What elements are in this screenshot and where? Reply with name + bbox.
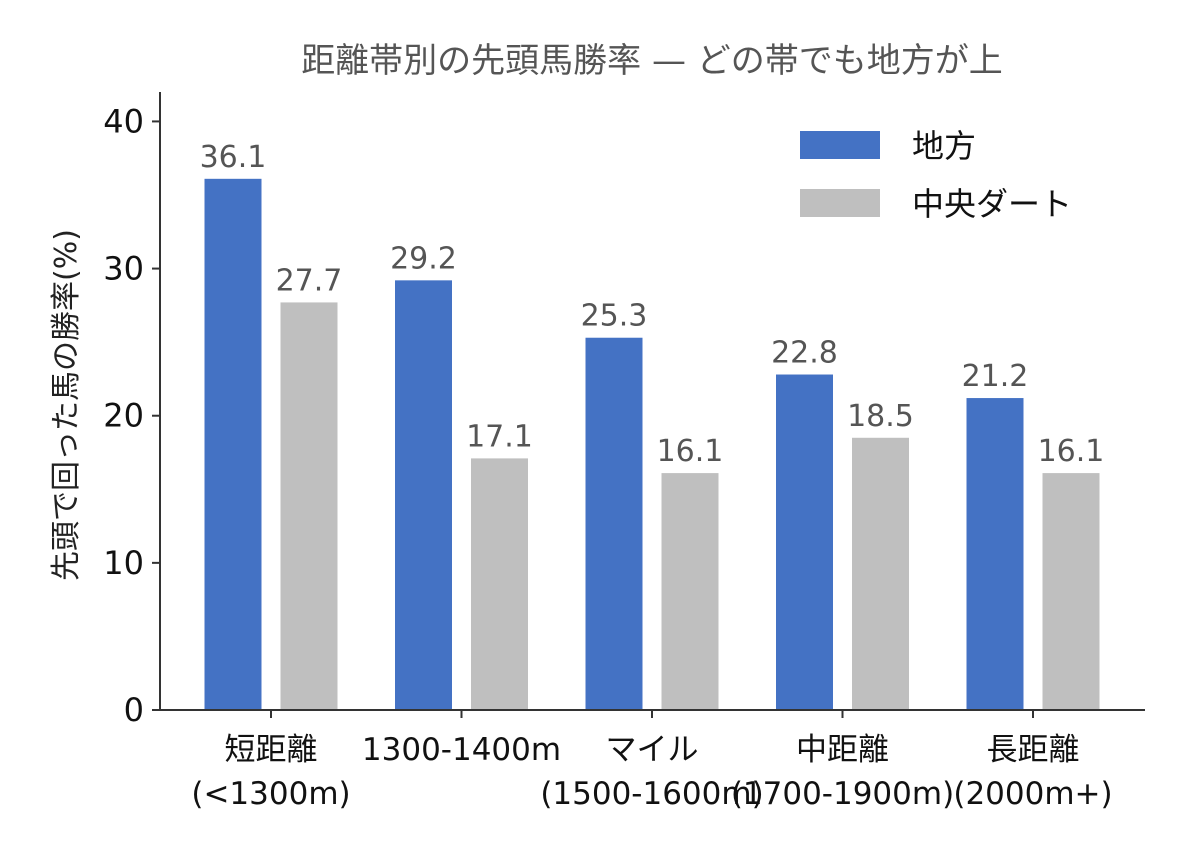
bar-chuo-dirt-3 <box>852 437 909 710</box>
x-tick-label: (2000m+) <box>953 776 1112 812</box>
x-tick-label: (1700-1900m) <box>731 776 954 812</box>
x-tick-label: 長距離 <box>987 732 1080 768</box>
value-label: 16.1 <box>657 434 724 469</box>
y-axis-label: 先頭で回った馬の勝率(%) <box>49 229 84 581</box>
x-tick-label: (1500-1600m) <box>540 776 763 812</box>
value-label: 21.2 <box>962 359 1029 394</box>
bars-group <box>204 178 1100 711</box>
x-tick-label: (<1300m) <box>191 776 350 812</box>
y-tick-label: 20 <box>103 397 144 435</box>
chart-title: 距離帯別の先頭馬勝率 — どの帯でも地方が上 <box>301 41 1003 81</box>
value-label: 18.5 <box>847 399 914 434</box>
bar-chuo-dirt-4 <box>1042 473 1100 710</box>
x-tick-label: 短距離 <box>225 732 318 768</box>
bar-chuo-dirt-2 <box>661 473 719 710</box>
bar-chiho-4 <box>966 398 1024 710</box>
value-label: 25.3 <box>581 299 648 334</box>
legend-label: 中央ダート <box>912 185 1072 223</box>
y-ticks-group: 0 10 20 30 40 <box>103 102 160 729</box>
x-tick-label: 中距離 <box>796 732 889 768</box>
bar-chiho-3 <box>776 374 833 710</box>
bar-chiho-2 <box>585 337 643 710</box>
value-label: 36.1 <box>200 140 267 175</box>
value-label: 29.2 <box>390 241 457 276</box>
legend-label: 地方 <box>912 127 976 165</box>
x-ticks-group: 短距離 (<1300m) 1300-1400m マイル (1500-1600m) 中距離 (… <box>191 710 1113 812</box>
x-tick-label: 1300-1400m <box>362 732 561 768</box>
y-tick-label: 10 <box>103 544 144 582</box>
bar-chuo-dirt-1 <box>471 458 528 710</box>
value-label: 17.1 <box>466 419 533 454</box>
value-label: 27.7 <box>276 263 343 298</box>
bar-chuo-dirt-0 <box>280 302 338 710</box>
legend-swatch <box>800 189 880 217</box>
y-tick-label: 40 <box>103 102 144 140</box>
y-tick-label: 30 <box>103 250 144 288</box>
value-label: 16.1 <box>1038 434 1105 469</box>
value-label: 22.8 <box>771 336 838 371</box>
y-tick-label: 0 <box>124 691 144 729</box>
bar-chiho-0 <box>204 178 262 711</box>
value-labels-group: 36.1 27.7 29.2 17.1 25.3 16.1 22.8 18.5 21.2 16.1 <box>200 140 1105 469</box>
legend-swatch <box>800 131 880 159</box>
x-tick-label: マイル <box>606 732 699 768</box>
bar-chiho-1 <box>395 280 452 710</box>
